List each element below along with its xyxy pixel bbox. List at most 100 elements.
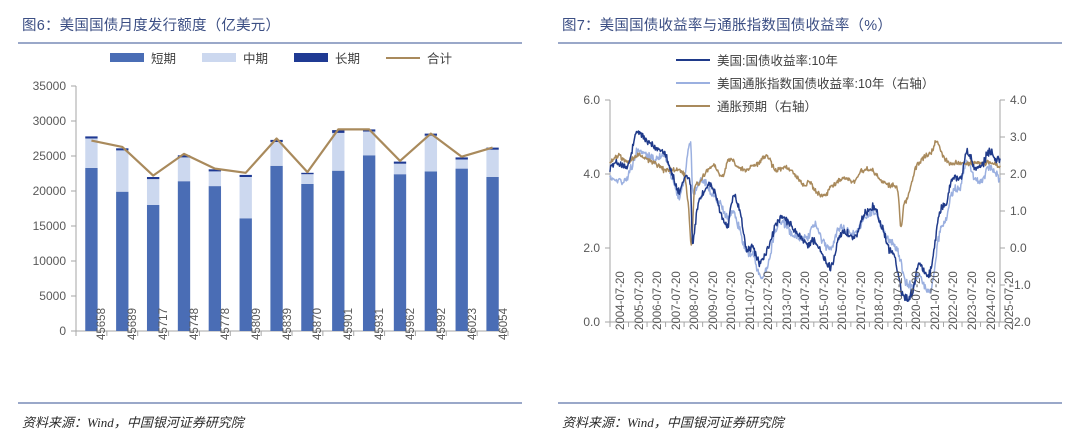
figure-7-xtick-label: 2021-07-20 [929, 271, 942, 330]
figure-7-chart: 美国:国债收益率:10年 美国通胀指数国债收益率:10年（右轴） 通胀预期（右轴… [558, 38, 1062, 398]
figure-6-bar-segment [116, 191, 129, 331]
figure-6-xtick-label: 45658 [96, 308, 109, 340]
figure-7-ytick-label-left: 4.0 [583, 167, 600, 181]
figure-7-xtick-label: 2010-07-20 [726, 271, 739, 330]
figure-6-bar-segment [455, 159, 468, 169]
figure-6-bar-segment [393, 161, 407, 164]
legend-label-total: 合计 [427, 52, 453, 66]
figure-6-xtick-label: 45901 [343, 308, 356, 340]
figure-6-title: 图6：美国国债月度发行额度（亿美元） [22, 18, 281, 34]
figure-7-xtick-label: 2008-07-20 [689, 271, 702, 330]
figure-6-xtick-label: 45689 [127, 308, 140, 340]
figure-6-ytick-label: 30000 [32, 114, 66, 128]
figure-6-bar-segment [177, 181, 191, 331]
figure-6-xtick-label: 45717 [158, 308, 171, 340]
figure-7-series-line [609, 130, 1001, 303]
figure-6-bar-segment [362, 155, 376, 331]
figure-7-xtick-label: 2011-07-20 [744, 272, 757, 330]
legend-line-total [386, 56, 421, 59]
legend-line-inflation-expectation [676, 104, 710, 107]
figure-7-ytick-label-left: 2.0 [583, 241, 600, 255]
figure-6-bar-segment [239, 174, 252, 177]
figure-7-xtick-label: 2019-07-20 [892, 271, 905, 330]
figure-7-xtick-label: 2024-07-20 [985, 271, 998, 330]
figure-7-xtick-label: 2005-07-20 [633, 271, 646, 330]
figure-7-xtick-label: 2022-07-20 [948, 271, 961, 330]
figure-6-bar-segment [177, 157, 191, 182]
legend-item-total: 合计 [386, 48, 452, 67]
figure-7-xtick-label: 2020-07-20 [911, 271, 924, 330]
figure-6-xtick-label: 45809 [250, 308, 263, 340]
figure-6-xtick-label: 45839 [281, 308, 294, 340]
figure-6-bar-segment [301, 174, 314, 184]
figure-7-top-rule [558, 42, 1062, 44]
figure-7-xtick-label: 2014-07-20 [800, 271, 813, 330]
legend-item-short-term: 短期 [110, 48, 176, 67]
figure-6-ytick-label: 10000 [32, 254, 66, 268]
figure-7-xtick-label: 2012-07-20 [763, 271, 776, 330]
legend-swatch-mid-term [202, 53, 237, 62]
figure-6-bar-segment [332, 132, 345, 171]
figure-6-ytick-label: 25000 [32, 149, 66, 163]
legend-item-treasury-10y: 美国:国债收益率:10年 [676, 50, 934, 69]
figure-6-bar-segment [301, 184, 314, 331]
figure-6-xtick-label: 45962 [405, 308, 417, 340]
figure-6-bar-segment [424, 135, 438, 172]
figure-6-bar-segment [455, 157, 468, 160]
figure-6-xtick-label: 45748 [189, 308, 201, 340]
figure-6-bar-segment [177, 155, 191, 158]
figure-6-bar-segment [85, 136, 98, 139]
figure-7-bottom-rule [558, 402, 1062, 404]
figure-6-chart: 短期 中期 长期 合计 0 5000 1000 [18, 38, 522, 398]
figure-6-bar-segment [270, 165, 283, 331]
figure-7-ytick-label-right: 4.0 [1010, 93, 1027, 107]
figure-6-bar-segment [85, 138, 98, 168]
figure-7-xtick-label: 2004-07-20 [615, 271, 627, 330]
figure-6-source: 资料来源：Wind，中国银河证券研究院 [22, 415, 244, 430]
figure-7-ytick-label-left: 6.0 [583, 93, 600, 107]
figure-6-bar-segment [85, 167, 98, 331]
legend-item-mid-term: 中期 [202, 48, 268, 67]
legend-line-tips-10y [676, 81, 710, 84]
figure-6-xtick-label: 45870 [312, 308, 325, 340]
figure-6-ytick-label: 20000 [32, 184, 66, 198]
figure-6-bar-segment [146, 205, 160, 331]
figure-7-xtick-label: 2017-07-20 [855, 271, 868, 330]
figure-7-xtick-label: 2007-07-20 [670, 271, 683, 330]
figure-6-bar-segment [301, 172, 314, 175]
figure-7-xtick-label: 2025-07-20 [1004, 271, 1017, 330]
figure-7-plot-area: 0.0 2.0 4.0 6.0 -2.0 -1.0 0.0 1.0 2.0 3.0 4.0 2004-… [583, 93, 1030, 330]
legend-item-long-term: 长期 [294, 48, 360, 67]
legend-label-treasury-10y: 美国:国债收益率:10年 [717, 54, 838, 68]
figure-6-xtick-label: 46054 [497, 308, 510, 340]
figure-7-xtick-label: 2013-07-20 [781, 271, 794, 330]
figure-7-xtick-label: 2018-07-20 [874, 271, 887, 330]
figure-7-xtick-label: 2023-07-20 [967, 271, 980, 330]
figure-7-legend: 美国:国债收益率:10年 美国通胀指数国债收益率:10年（右轴） 通胀预期（右轴… [676, 50, 960, 115]
figure-6-bar-segment [208, 169, 222, 172]
figure-6-bar-segment [332, 170, 345, 331]
figure-7-ytick-label-right: 2.0 [1010, 167, 1027, 181]
figure-7-ytick-label-right: -2.0 [1010, 315, 1031, 329]
legend-swatch-short-term [110, 53, 144, 62]
figure-7-xtick-label: 2009-07-20 [707, 271, 720, 330]
figure-6-bar-segment [393, 174, 407, 331]
legend-item-inflation-expectation: 通胀预期（右轴） [676, 96, 934, 115]
figure-6-total-line [91, 128, 493, 177]
figure-6-bar-segment [146, 177, 160, 180]
figure-7-xtick-label: 2016-07-20 [837, 271, 850, 330]
figure-7-ytick-label-right: 0.0 [1010, 241, 1027, 255]
figure-6-top-rule [18, 42, 522, 44]
legend-label-mid-term: 中期 [243, 52, 269, 66]
legend-swatch-long-term [294, 53, 329, 62]
figure-6-bar-segment [270, 142, 283, 166]
legend-label-inflation-expectation: 通胀预期（右轴） [717, 100, 818, 114]
figure-6-bar-segment [270, 139, 283, 142]
figure-7-panel: 图7：美国国债收益率与通胀指数国债收益率（%） 美国:国债收益率:10年 美国通… [540, 0, 1080, 440]
figure-6-bar-segment [116, 150, 129, 192]
figure-6-bar-segment [116, 148, 129, 151]
figure-7-ytick-label-right: -1.0 [1010, 278, 1031, 292]
figure-6-bottom-rule [18, 402, 522, 404]
figure-6-bar-segment [362, 131, 376, 156]
figure-6-legend: 短期 中期 长期 合计 [110, 48, 478, 67]
